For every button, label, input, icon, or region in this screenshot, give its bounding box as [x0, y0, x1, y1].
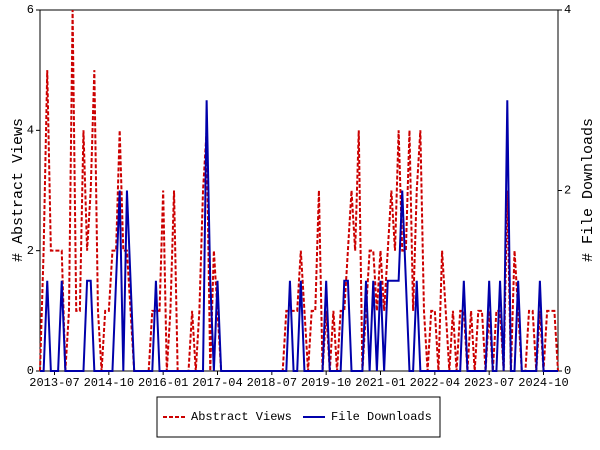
y-tick-label: 0 — [27, 364, 34, 378]
x-tick-label: 2014-10 — [84, 376, 134, 390]
x-tick-label: 2021-01 — [355, 376, 405, 390]
x-tick-label: 2024-10 — [518, 376, 568, 390]
x-tick-label: 2019-10 — [301, 376, 351, 390]
x-tick-label: 2022-04 — [410, 376, 460, 390]
y2-tick-label: 2 — [564, 184, 571, 198]
legend-label: File Downloads — [331, 410, 432, 424]
y2-axis-label: # File Downloads — [580, 118, 597, 262]
y-tick-label: 4 — [27, 124, 34, 138]
x-tick-label: 2018-07 — [247, 376, 297, 390]
y2-tick-label: 0 — [564, 364, 571, 378]
x-tick-label: 2016-01 — [138, 376, 188, 390]
y-tick-label: 2 — [27, 244, 34, 258]
y-tick-label: 6 — [27, 3, 34, 17]
legend-label: Abstract Views — [191, 410, 292, 424]
x-tick-label: 2023-07 — [464, 376, 514, 390]
y-axis-label: # Abstract Views — [10, 118, 27, 262]
x-tick-label: 2013-07 — [29, 376, 79, 390]
legend-box — [156, 396, 441, 438]
x-tick-label: 2017-04 — [192, 376, 242, 390]
series-line — [40, 100, 558, 372]
y2-tick-label: 4 — [564, 3, 571, 17]
